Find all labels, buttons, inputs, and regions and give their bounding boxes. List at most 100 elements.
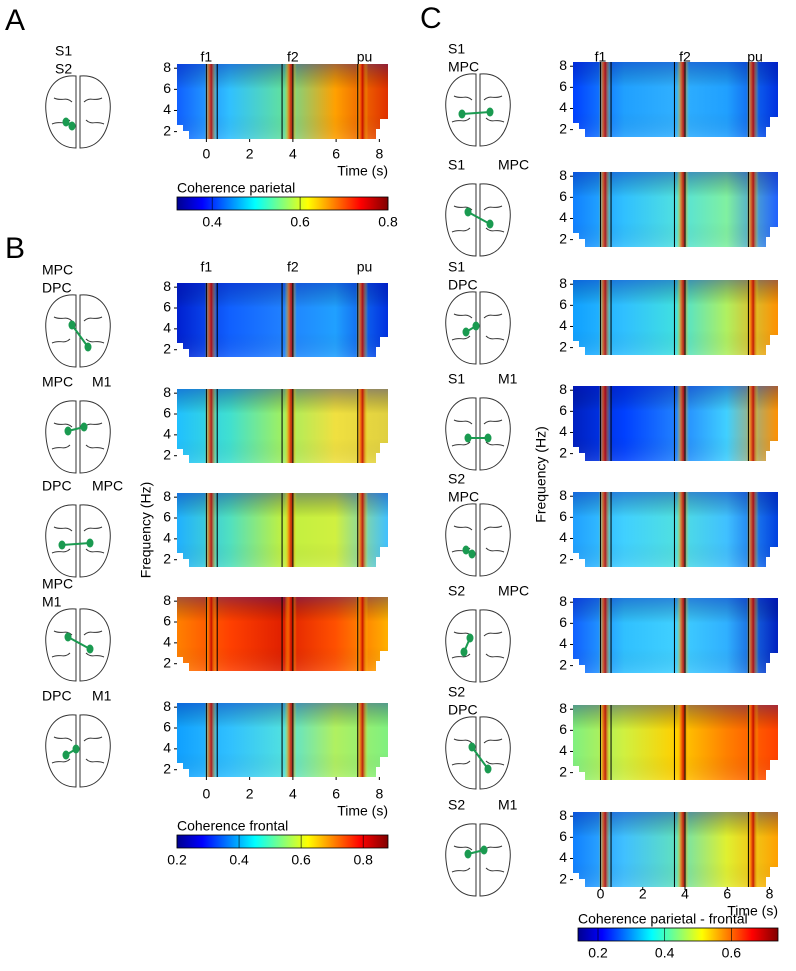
event-streak	[284, 703, 297, 777]
brain	[445, 503, 511, 577]
y-tick-label: 8	[163, 592, 171, 608]
electrode	[468, 549, 476, 559]
y-axis-label: Frequency (Hz)	[533, 426, 549, 522]
y-tick-label: 6	[163, 613, 171, 629]
event-streak	[356, 389, 369, 463]
y-tick-label: 2	[559, 550, 567, 566]
pair-label: S2	[448, 797, 465, 813]
pair-label: S2	[448, 471, 465, 487]
brain	[45, 608, 111, 682]
y-tick-label: 2	[559, 120, 567, 136]
event-streak	[676, 492, 689, 567]
electrode	[80, 422, 88, 432]
colorbar-tick-label: 0.6	[290, 214, 310, 230]
pair-label: MPC	[42, 262, 73, 278]
electrode	[62, 117, 70, 127]
electrode	[464, 207, 472, 217]
x-tick-label: 0	[203, 786, 211, 802]
y-tick-label: 2	[559, 763, 567, 779]
y-tick-label: 6	[163, 299, 171, 315]
electrode	[462, 327, 470, 337]
y-tick-label: 4	[163, 320, 171, 336]
connection	[61, 542, 91, 546]
y-tick-label: 2	[163, 122, 171, 138]
connection	[67, 636, 91, 650]
electrode	[468, 742, 476, 752]
x-tick-label: 8	[375, 146, 383, 162]
pair-label: MPC	[498, 157, 529, 173]
pair-label: MPC	[498, 583, 529, 599]
event-streak	[284, 389, 297, 463]
pair-label: S1	[448, 41, 465, 57]
electrode	[466, 633, 474, 643]
y-tick-label: 4	[559, 317, 567, 333]
pair-label: M1	[92, 374, 112, 390]
connection	[461, 111, 491, 115]
pair-label: M1	[498, 797, 518, 813]
event-streak	[676, 62, 689, 137]
pair-label: DPC	[448, 277, 478, 293]
event-streak	[598, 705, 611, 780]
event-label: f2	[287, 259, 299, 275]
x-tick-label: 8	[766, 886, 774, 902]
electrode	[464, 849, 472, 859]
colorbar	[176, 196, 389, 211]
electrode	[86, 644, 94, 654]
event-streak	[746, 812, 759, 887]
pair-label: S1	[448, 371, 465, 387]
electrode	[458, 109, 466, 119]
x-tick-label: 0	[597, 886, 605, 902]
y-tick-label: 8	[559, 275, 567, 291]
x-tick-label: 6	[723, 886, 731, 902]
electrode	[480, 845, 488, 855]
colorbar	[577, 927, 779, 942]
event-streak	[284, 64, 297, 139]
y-tick-label: 8	[559, 381, 567, 397]
electrode	[460, 647, 468, 657]
event-streak	[598, 62, 611, 137]
brain	[45, 714, 111, 788]
y-tick-label: 6	[559, 402, 567, 418]
pair-label: M1	[498, 371, 518, 387]
y-tick-label: 2	[163, 654, 171, 670]
pair-label: DPC	[42, 478, 72, 494]
brain	[45, 504, 111, 578]
brain	[445, 397, 511, 471]
pair-label: MPC	[92, 478, 123, 494]
colorbar-label: Coherence parietal - frontal	[578, 911, 748, 927]
y-tick-label: 4	[163, 426, 171, 442]
panel-letter: A	[5, 4, 25, 37]
event-streak	[676, 598, 689, 673]
y-tick-label: 8	[163, 384, 171, 400]
colorbar-tick-label: 0.8	[353, 852, 373, 868]
y-tick-label: 8	[163, 698, 171, 714]
x-tick-label: 4	[681, 886, 689, 902]
colorbar-tick-label: 0.6	[291, 852, 311, 868]
y-tick-label: 8	[559, 807, 567, 823]
x-axis-label: Time (s)	[727, 903, 778, 919]
electrode	[84, 342, 92, 352]
y-tick-label: 8	[559, 57, 567, 73]
colorbar-tick-label: 0.4	[202, 214, 222, 230]
colorbar-tick-label: 0.8	[378, 214, 398, 230]
pair-label: S2	[448, 583, 465, 599]
panel-letter: C	[420, 2, 442, 35]
y-tick-label: 4	[163, 740, 171, 756]
event-streak	[356, 493, 369, 567]
y-tick-label: 8	[559, 593, 567, 609]
event-streak	[676, 280, 689, 355]
electrode	[472, 321, 480, 331]
brain	[45, 75, 111, 149]
pair-label: MPC	[448, 59, 479, 75]
pair-label: MPC	[448, 489, 479, 505]
y-tick-label: 4	[559, 742, 567, 758]
y-tick-label: 8	[163, 488, 171, 504]
y-tick-label: 6	[559, 508, 567, 524]
brain	[445, 291, 511, 365]
event-streak	[204, 493, 217, 567]
y-tick-label: 2	[559, 230, 567, 246]
event-streak	[356, 64, 369, 139]
y-tick-label: 4	[559, 209, 567, 225]
event-streak	[676, 705, 689, 780]
